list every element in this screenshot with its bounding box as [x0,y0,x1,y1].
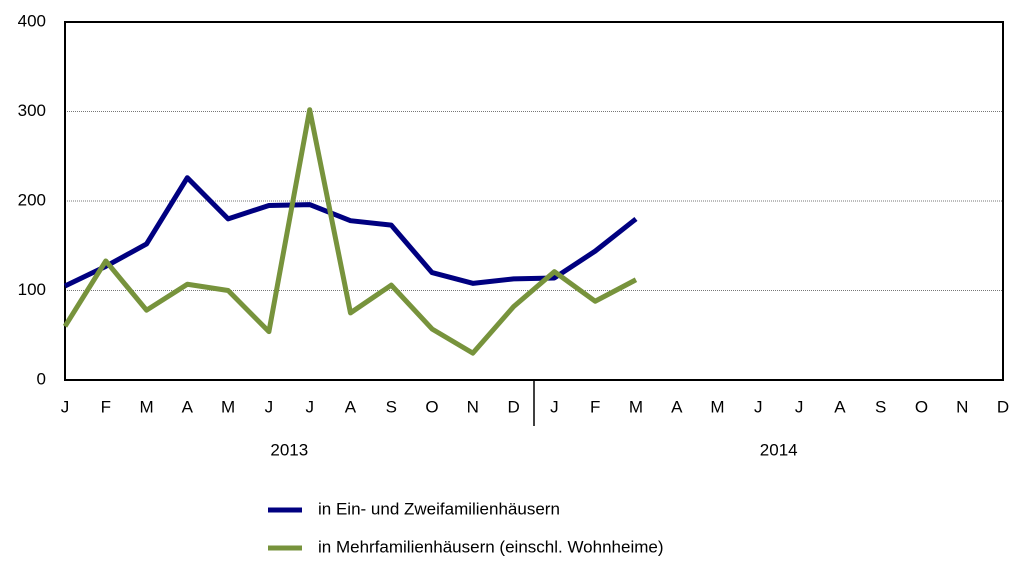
x-tick-label: J [61,397,70,416]
legend-label: in Ein- und Zweifamilienhäusern [318,499,560,518]
x-tick-label: D [997,397,1009,416]
x-tick-label: D [507,397,519,416]
x-tick-label: O [915,397,928,416]
y-tick-label: 300 [18,101,46,120]
y-tick-label: 400 [18,11,46,30]
x-tick-label: S [386,397,397,416]
year-label: 2014 [760,440,798,459]
legend-label: in Mehrfamilienhäusern (einschl. Wohnhei… [318,537,664,556]
x-tick-label: N [467,397,479,416]
y-tick-label: 200 [18,190,46,209]
series-line [62,107,638,356]
x-tick-label: J [754,397,763,416]
x-tick-label: J [795,397,804,416]
x-tick-label: O [425,397,438,416]
x-tick-label: M [221,397,235,416]
x-tick-label: J [550,397,559,416]
x-tick-label: A [182,397,194,416]
year-label: 2013 [270,440,308,459]
x-tick-label: S [875,397,886,416]
x-tick-label: M [710,397,724,416]
x-tick-label: N [956,397,968,416]
x-tick-label: A [345,397,357,416]
x-tick-label: J [265,397,274,416]
x-tick-label: F [101,397,111,416]
x-tick-label: M [629,397,643,416]
y-tick-label: 0 [37,369,46,388]
x-tick-label: A [671,397,683,416]
x-tick-label: J [305,397,314,416]
series-line [63,175,638,289]
x-tick-label: F [590,397,600,416]
x-tick-label: A [834,397,846,416]
y-tick-label: 100 [18,280,46,299]
x-tick-label: M [139,397,153,416]
